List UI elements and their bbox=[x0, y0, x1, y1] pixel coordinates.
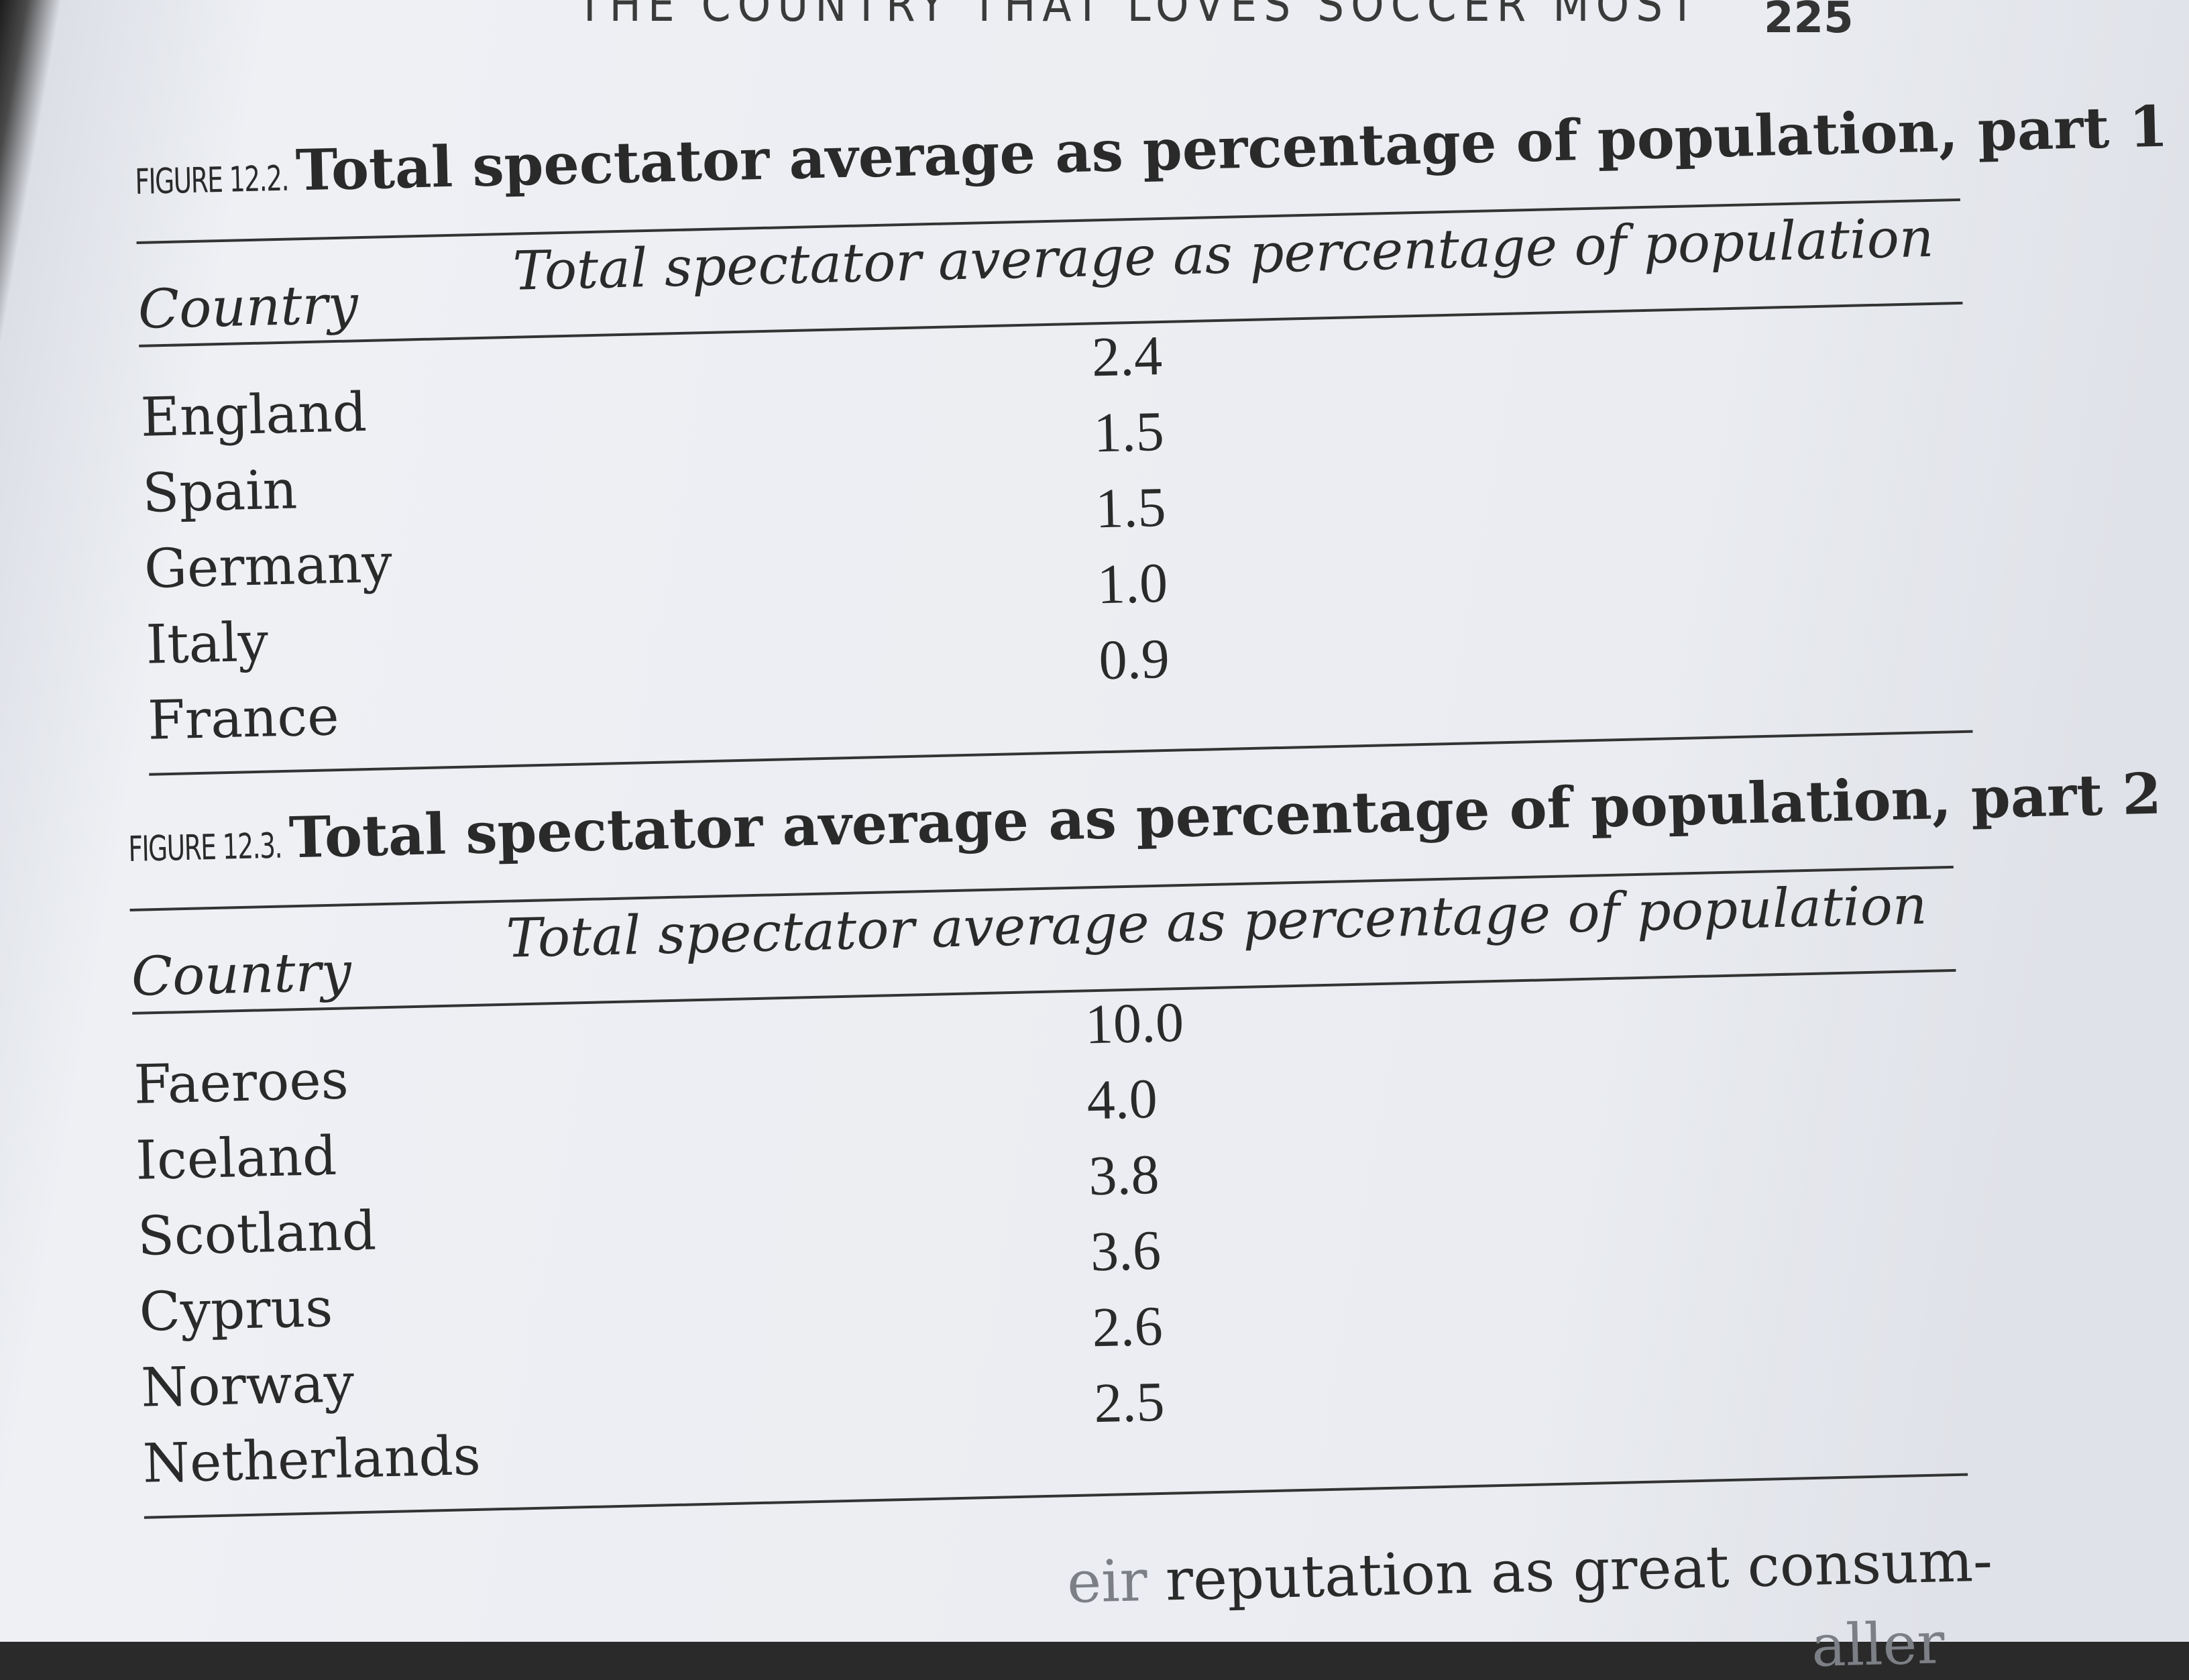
value-cell: 10.0 bbox=[1084, 991, 1185, 1056]
value-cell: 4.0 bbox=[1086, 1067, 1158, 1132]
figure-title: Total spectator average as percentage of… bbox=[288, 760, 2162, 871]
table-body: Faeroes 10.0 Iceland 4.0 Scotland 3.8 Cy… bbox=[132, 971, 1968, 1519]
value-cell: 0.9 bbox=[1098, 627, 1170, 692]
value-cell: 3.6 bbox=[1089, 1219, 1162, 1284]
value-cell: 3.8 bbox=[1088, 1143, 1160, 1208]
figure-12-2: FIGURE 12.2. Total spectator average as … bbox=[134, 93, 2169, 776]
running-header: THE COUNTRY THAT LOVES SOCCER MOST bbox=[577, 0, 1702, 32]
country-cell: Netherlands bbox=[142, 1424, 482, 1495]
value-cell: 2.5 bbox=[1093, 1370, 1166, 1435]
value-cell: 1.5 bbox=[1092, 400, 1165, 465]
country-cell: France bbox=[147, 685, 340, 752]
body-text-fragment: aller bbox=[1811, 1610, 1946, 1680]
column-header-country: Country bbox=[130, 940, 352, 1008]
figure-12-3: FIGURE 12.3. Total spectator average as … bbox=[127, 761, 2162, 1519]
figure-label: FIGURE 12.3. bbox=[127, 826, 282, 870]
body-text-main: reputation as great consum- bbox=[1164, 1527, 1994, 1614]
page-number: 225 bbox=[1764, 0, 1854, 43]
table-body: England 2.4 Spain 1.5 Germany 1.5 Italy … bbox=[139, 304, 1973, 776]
body-text-fragment: eir bbox=[1066, 1547, 1148, 1616]
body-text-next-line: aller bbox=[1811, 1610, 1946, 1680]
body-text-line: eir reputation as great consum- bbox=[1066, 1527, 1993, 1616]
column-header-country: Country bbox=[137, 273, 359, 341]
figure-label: FIGURE 12.2. bbox=[134, 158, 289, 203]
figure-title: Total spectator average as percentage of… bbox=[294, 93, 2169, 204]
value-cell: 2.6 bbox=[1091, 1294, 1164, 1359]
value-cell: 1.0 bbox=[1096, 551, 1169, 616]
value-cell: 1.5 bbox=[1094, 475, 1167, 541]
value-cell: 2.4 bbox=[1090, 324, 1164, 389]
